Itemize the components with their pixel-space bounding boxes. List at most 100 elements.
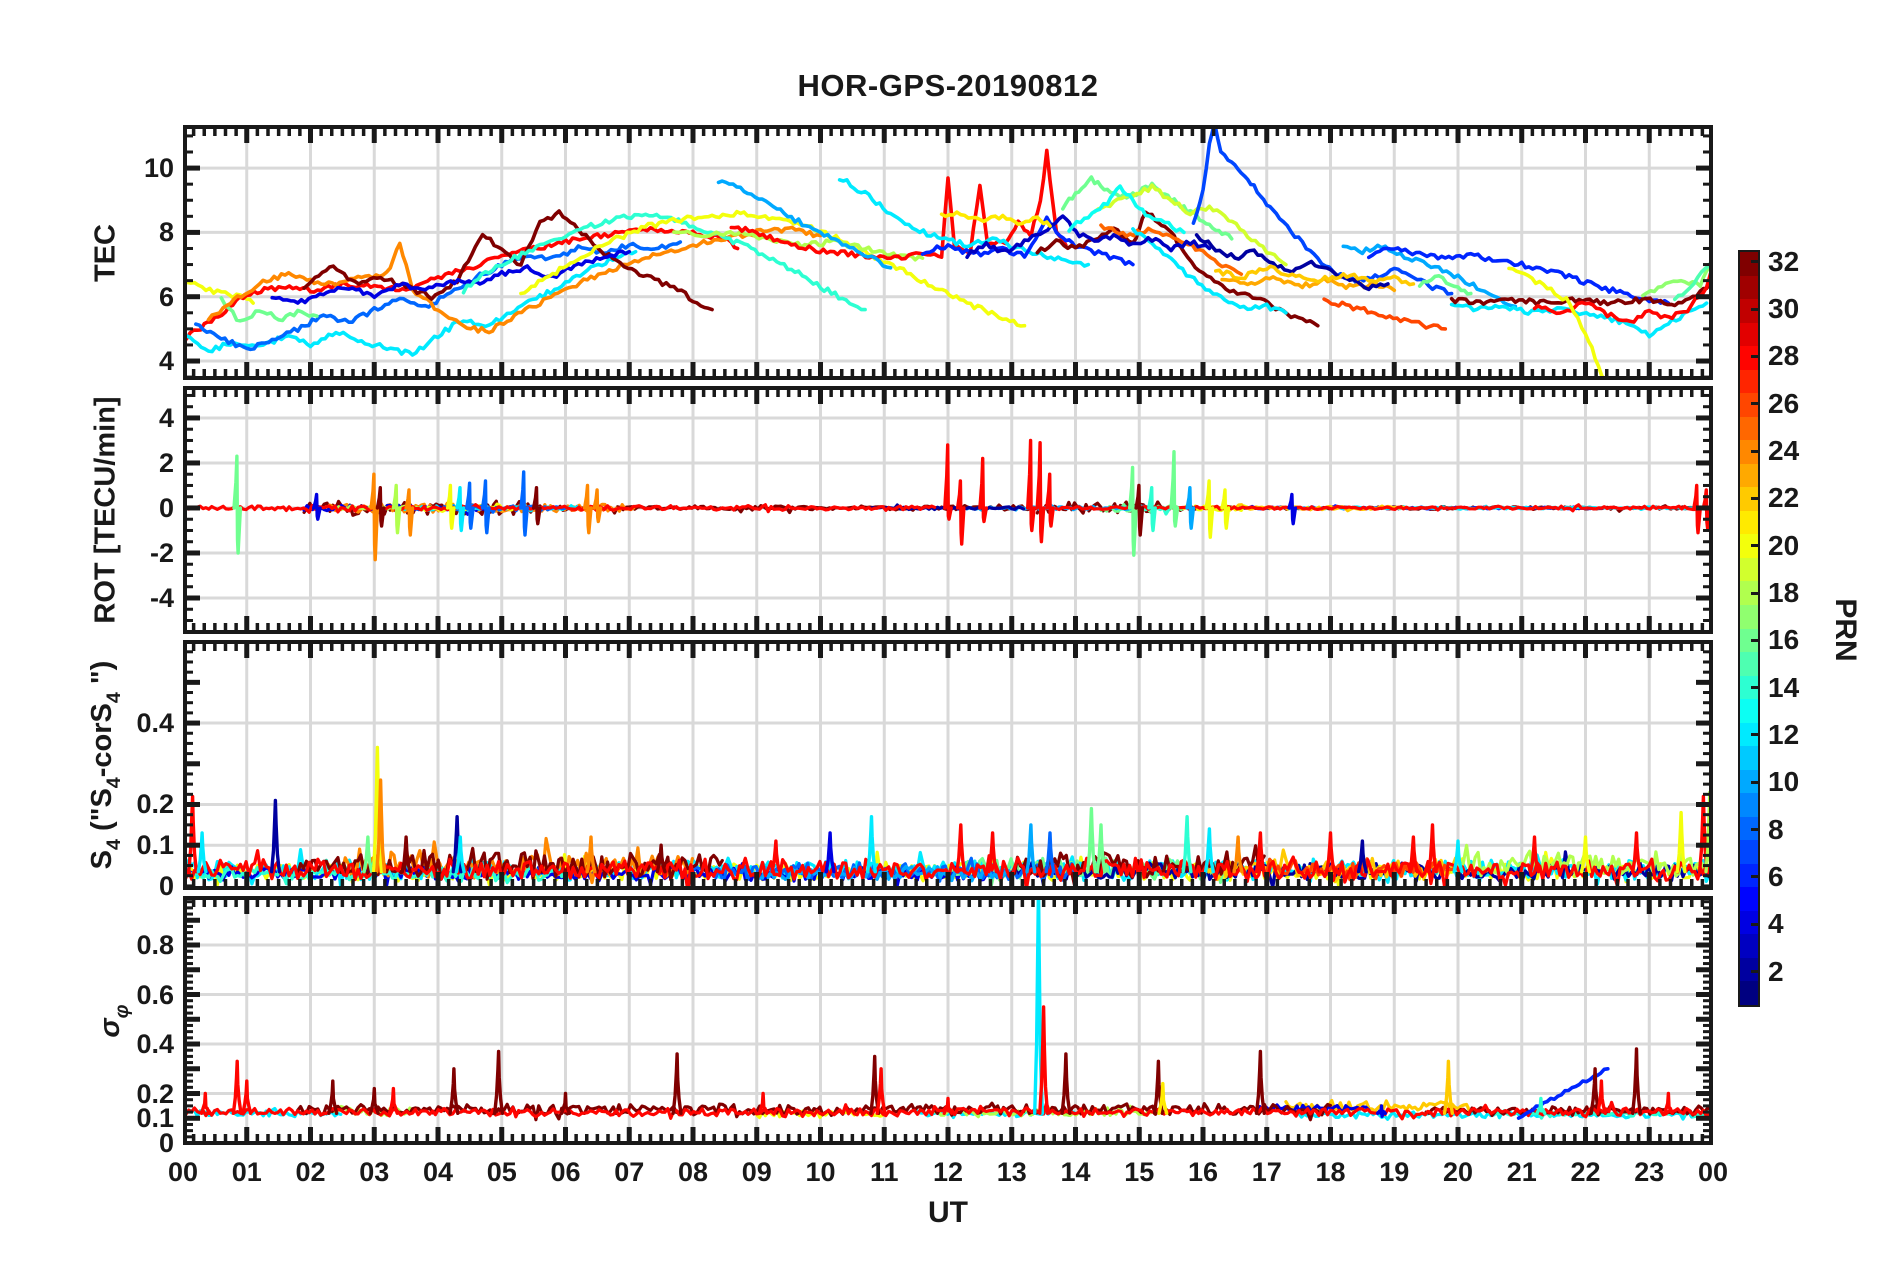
- colorbar-tick: [1751, 449, 1760, 453]
- spike-prn-10: [1025, 823, 1037, 874]
- y-axis-label-segment: "): [86, 660, 119, 693]
- spike-prn-16: [362, 835, 374, 874]
- colorbar-tick: [1751, 638, 1760, 642]
- series-prn-6: [1516, 1067, 1610, 1120]
- spike-prn-28: [231, 1059, 243, 1116]
- x-tick-label: 15: [1124, 1157, 1155, 1187]
- spike-prn-4: [1287, 492, 1298, 526]
- spike-prn-12: [454, 835, 466, 874]
- series-prn-12: [1131, 227, 1288, 315]
- colorbar-band-prn-18: [1740, 581, 1758, 605]
- y-axis-label-segment: -corS: [86, 703, 119, 778]
- x-tick-label: 23: [1634, 1157, 1665, 1187]
- spike-prn-24: [585, 835, 597, 874]
- y-axis-label-segment: 4: [102, 692, 125, 704]
- series-prn-16: [219, 296, 319, 323]
- series-prn-32: [1035, 210, 1320, 328]
- series-prn-25: [1099, 223, 1244, 276]
- spike-prn-32: [671, 1052, 683, 1116]
- colorbar-tick: [1751, 733, 1760, 737]
- spike-prn-4: [311, 492, 322, 521]
- spike-prn-28: [943, 443, 953, 521]
- spike-prn-16: [1095, 823, 1107, 874]
- series-prn-10: [1341, 243, 1518, 309]
- spike-prn-8: [465, 481, 475, 530]
- series-prn-6: [1367, 246, 1671, 305]
- x-tick-label: 19: [1379, 1157, 1410, 1187]
- baseline-prn-32: [1010, 844, 1266, 889]
- colorbar-tick-label: 16: [1768, 624, 1800, 656]
- colorbar-band-prn-32: [1740, 252, 1758, 276]
- colorbar-tick: [1751, 307, 1760, 311]
- spike-prn-28: [1595, 1079, 1608, 1116]
- spike-prn-4: [824, 831, 836, 874]
- colorbar-band-prn-1: [1740, 981, 1758, 1005]
- spike-prn-22: [1442, 1059, 1455, 1116]
- colorbar-band-prn-8: [1740, 816, 1758, 841]
- x-tick-label: 18: [1315, 1157, 1346, 1187]
- spike-prn-32: [400, 835, 412, 874]
- colorbar-band-prn-3: [1740, 934, 1758, 958]
- x-tick-label: 13: [996, 1157, 1027, 1187]
- x-tick-label: 20: [1442, 1157, 1474, 1187]
- y-axis-label-segment: ROT [TECU/min]: [89, 396, 122, 624]
- y-tick-label-sigma-phi: 0.6: [136, 979, 174, 1010]
- colorbar-tick: [1751, 922, 1760, 926]
- spike-prn-24: [1232, 835, 1244, 874]
- y-tick-label-s4: 0.1: [136, 830, 174, 861]
- colorbar-tick-label: 12: [1768, 718, 1800, 750]
- colorbar-tick: [1751, 496, 1760, 500]
- x-tick-label: 22: [1570, 1157, 1601, 1187]
- colorbar-band-prn-21: [1740, 510, 1758, 535]
- series-prn-18: [672, 228, 925, 262]
- series-prn-7: [1191, 125, 1454, 296]
- colorbar-tick-label: 14: [1768, 671, 1800, 703]
- spike-prn-28: [186, 794, 199, 874]
- colorbar-tick: [1751, 970, 1760, 974]
- series-prn-17: [1641, 259, 1713, 298]
- series-prn-16: [1417, 274, 1473, 296]
- x-tick-label: 04: [422, 1157, 454, 1187]
- spike-prn-32: [493, 1049, 505, 1116]
- y-axis-label-sigma-phi: σφ: [94, 1004, 134, 1037]
- colorbar-tick-label: 28: [1768, 340, 1800, 372]
- colorbar-band-prn-20: [1740, 534, 1758, 558]
- y-tick-label-sigma-phi: 0.8: [136, 930, 174, 960]
- x-tick-label: 09: [741, 1157, 772, 1187]
- s4-panel: [183, 640, 1713, 890]
- colorbar-band-prn-2: [1740, 957, 1758, 982]
- colorbar-band-prn-10: [1740, 769, 1758, 794]
- spike-prn-32: [869, 1054, 881, 1116]
- y-tick-label-rot: -4: [149, 582, 174, 613]
- series-prn-12: [1449, 301, 1709, 339]
- rot-panel: [183, 386, 1713, 634]
- series-prn-3: [965, 214, 1212, 259]
- y-axis-label-segment: (": [86, 807, 119, 840]
- spike-prn-24: [592, 488, 603, 524]
- colorbar-band-prn-19: [1740, 557, 1758, 582]
- colorbar-tick-label: 18: [1768, 577, 1800, 609]
- spike-prn-28: [955, 479, 966, 546]
- y-axis-label-segment: φ: [110, 1003, 133, 1018]
- spike-prn-28: [757, 1091, 769, 1116]
- series-prn-21: [939, 210, 1052, 228]
- spike-prn-32: [531, 485, 542, 526]
- x-tick-label: 01: [231, 1157, 262, 1187]
- y-axis-label-segment: TEC: [89, 223, 122, 282]
- spike-prn-18: [391, 483, 402, 535]
- y-tick-label-rot: 4: [158, 402, 174, 433]
- spike-prn-32: [1254, 1049, 1266, 1116]
- spike-prn-14: [1147, 485, 1157, 533]
- spike-prn-28: [1697, 794, 1710, 874]
- spike-prn-10: [1185, 485, 1196, 530]
- series-prn-12: [837, 177, 1091, 268]
- x-tick-label: 17: [1251, 1157, 1282, 1187]
- colorbar-tick: [1751, 402, 1760, 406]
- colorbar-gradient: [1738, 250, 1760, 1007]
- spike-prn-21: [1157, 1081, 1169, 1116]
- y-tick-label-tec: 4: [158, 346, 174, 377]
- chart-title: HOR-GPS-20190812: [797, 68, 1099, 103]
- colorbar-tick-label: 32: [1768, 245, 1800, 277]
- spike-prn-20: [1675, 810, 1687, 874]
- y-tick-label-sigma-phi: 0.2: [136, 1078, 174, 1109]
